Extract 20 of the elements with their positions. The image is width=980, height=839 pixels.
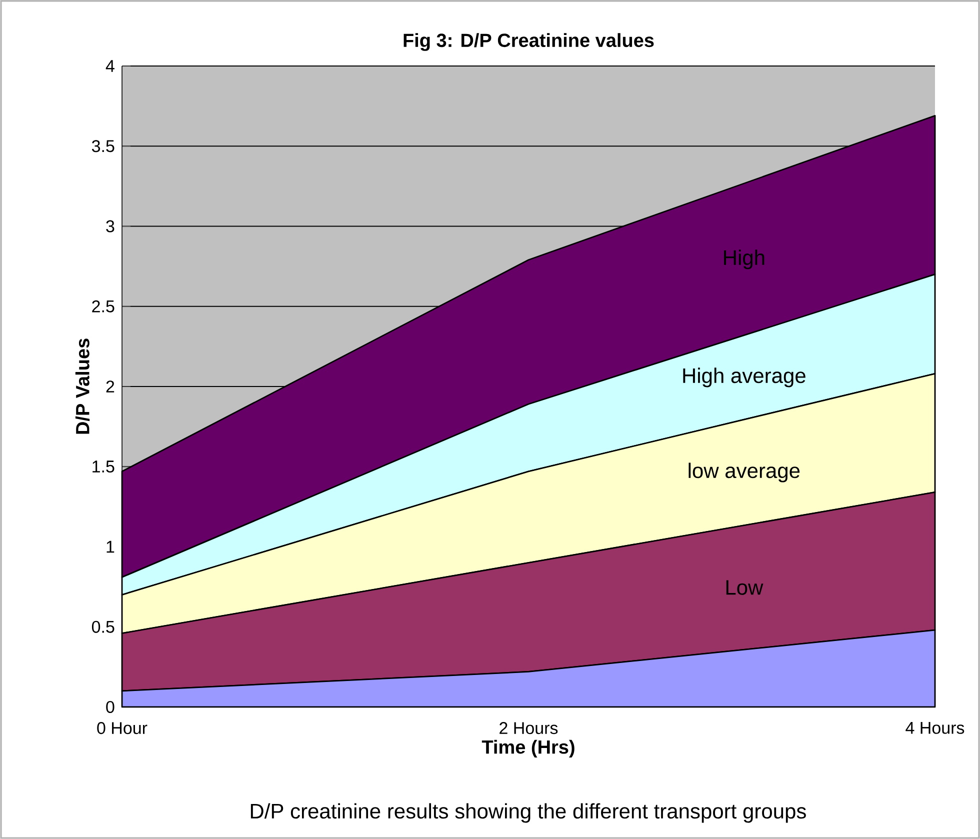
series-label: low average	[688, 462, 800, 482]
y-tick-label: 1	[106, 540, 114, 553]
text: D/P creatinine results showing the different transport groups	[250, 803, 806, 823]
y-tick-label: 3	[106, 220, 114, 232]
y-tick-label: 2	[106, 380, 114, 392]
x-tick-label: 2 Hours	[500, 722, 558, 734]
chart-title: Fig 3: D/P Creatinine values	[404, 33, 654, 51]
y-tick-label: 3.5	[92, 140, 114, 152]
y-tick-label: 1.5	[92, 460, 114, 473]
x-axis-title: Time (Hrs)	[482, 740, 574, 758]
y-tick-label: 0.5	[92, 620, 114, 633]
y-axis-title: D/P Values	[75, 338, 90, 434]
series-label: High average	[683, 368, 806, 388]
y-tick-label: 0	[106, 700, 114, 713]
y-tick-label: 4	[106, 60, 114, 72]
series-label: Low	[726, 580, 764, 595]
series-label: High	[724, 250, 764, 270]
y-tick-label: 2.5	[92, 300, 114, 312]
x-tick-label: 4 Hours	[906, 722, 964, 734]
x-tick-label: 0 Hour	[97, 722, 148, 734]
